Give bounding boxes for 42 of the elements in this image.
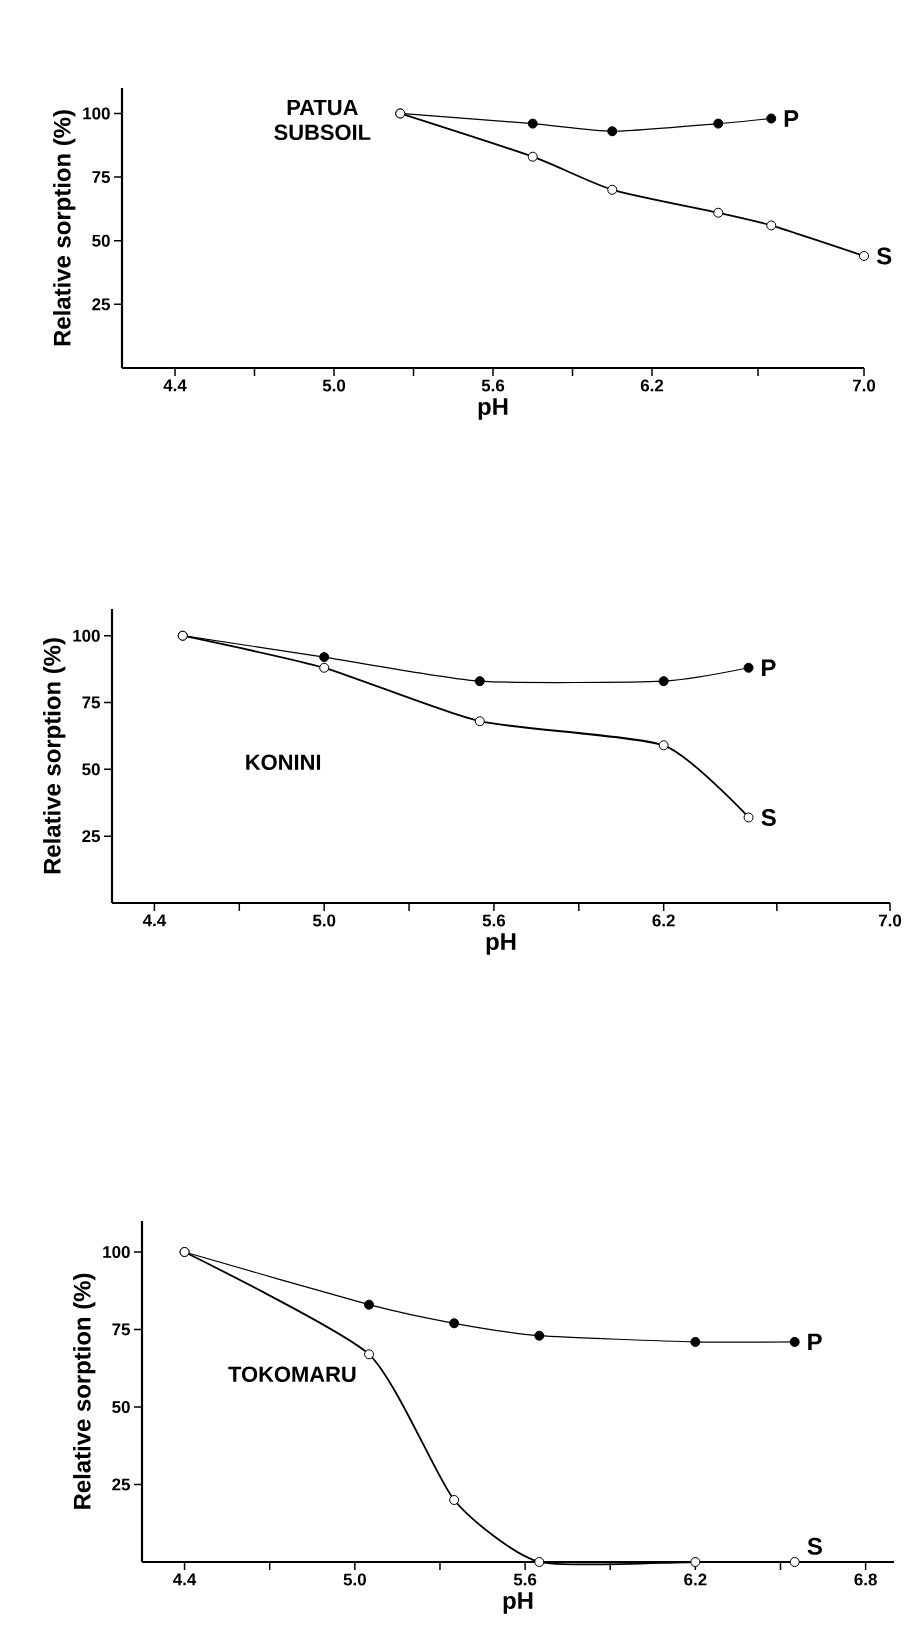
text: KONINI (246, 754, 321, 771)
y-tick-label: 75 (82, 696, 101, 709)
x-tick-label: 6.8 (854, 1573, 877, 1586)
x-tick-label: 7.0 (878, 914, 902, 927)
y-tick-label: 100 (73, 629, 100, 642)
y-tick-label: 100 (83, 107, 110, 120)
x-tick-label: 5.6 (482, 914, 506, 927)
y-tick-label: 75 (112, 1323, 131, 1336)
y-tick-label: 25 (92, 298, 111, 311)
y-tick-label: 50 (112, 1401, 130, 1413)
y-tick-label: 50 (82, 763, 100, 776)
series-label: P (784, 110, 799, 127)
x-tick-label: 5.6 (513, 1573, 537, 1586)
y-axis-title: Relative sorption (%) (73, 1273, 96, 1509)
y-tick-label: 75 (92, 171, 111, 183)
x-tick-label: 6.2 (640, 379, 664, 392)
y-axis-title: Relative sorption (%) (43, 638, 66, 874)
x-axis-title: pH (486, 933, 516, 955)
x-tick-label: 5.0 (322, 379, 346, 392)
y-axis-title: Relative sorption (%) (53, 110, 76, 346)
x-tick-label: 6.2 (684, 1573, 707, 1586)
series-label: S (807, 1537, 822, 1555)
y-tick-label: 25 (82, 830, 101, 843)
series-label: P (808, 1333, 822, 1351)
text: PATUA SUBSOIL (274, 99, 371, 141)
series-label: S (876, 247, 892, 265)
x-tick-label: 4.4 (163, 379, 187, 392)
series-label: S (761, 809, 776, 826)
x-tick-label: 6.2 (652, 914, 675, 927)
x-tick-label: 7.0 (852, 379, 876, 392)
x-tick-label: 4.4 (173, 1573, 197, 1586)
series-label: P (762, 659, 776, 677)
x-axis-title: pH (478, 398, 508, 420)
x-tick-label: 5.0 (343, 1573, 366, 1586)
x-axis-title: pH (503, 1592, 533, 1614)
x-tick-label: 4.4 (142, 914, 167, 927)
x-tick-label: 5.0 (312, 914, 336, 927)
y-tick-label: 100 (103, 1246, 130, 1258)
x-tick-label: 5.6 (481, 379, 505, 392)
text: TOKOMARU (228, 1366, 356, 1382)
y-tick-label: 25 (112, 1478, 131, 1491)
y-tick-label: 50 (92, 234, 110, 247)
